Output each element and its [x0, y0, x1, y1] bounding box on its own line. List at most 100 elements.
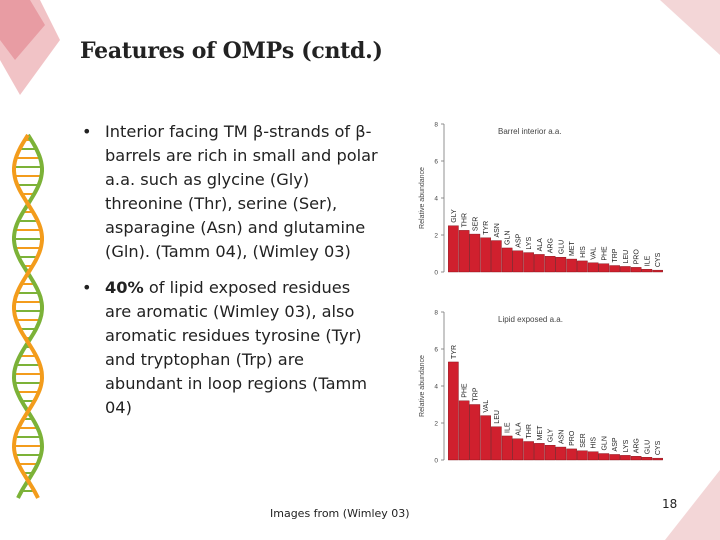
bar-arg	[630, 456, 642, 461]
page-number: 18	[662, 497, 678, 511]
bar-label-trp: TRP	[472, 387, 479, 401]
bar-label-met: MET	[569, 241, 576, 256]
bar-cys	[652, 457, 663, 461]
bar-label-arg: ARG	[548, 238, 555, 253]
bar-label-his: HIS	[580, 246, 587, 258]
bar-label-asn: ASN	[558, 430, 565, 444]
bar-lys	[523, 252, 534, 273]
bar-asn	[555, 446, 567, 461]
bar-label-lys: LYS	[526, 237, 533, 250]
bar-label-gln: GLN	[601, 436, 608, 450]
y-tick-label: 6	[434, 159, 438, 166]
y-tick-label: 8	[434, 122, 438, 129]
bar-leu	[491, 426, 502, 461]
bar-label-pro: PRO	[569, 430, 576, 446]
bullet-item-lipid: • 40% of lipid exposed residues are arom…	[78, 276, 378, 420]
bullet-highlight: 40%	[105, 278, 144, 297]
bar-phe	[598, 263, 610, 273]
bar-label-ser: SER	[580, 433, 587, 447]
chart-title: Barrel interior a.a.	[498, 127, 562, 136]
y-tick-label: 2	[434, 233, 438, 240]
bar-ser	[577, 450, 588, 461]
bar-label-phe: PHE	[462, 383, 469, 398]
bar-label-asp: ASP	[612, 437, 619, 451]
bar-his	[577, 260, 588, 273]
bar-label-leu: LEU	[623, 250, 630, 264]
bullet-marker: •	[82, 278, 92, 297]
bar-label-phe: PHE	[601, 246, 608, 261]
bar-gly	[448, 225, 459, 273]
bar-tyr	[480, 237, 491, 273]
bar-gly	[544, 444, 556, 461]
bar-ile	[641, 269, 653, 273]
y-tick-label: 2	[434, 421, 438, 428]
bar-label-pro: PRO	[634, 249, 641, 265]
y-tick-label: 8	[434, 310, 438, 317]
bar-label-gly: GLY	[548, 428, 555, 442]
y-tick-label: 4	[434, 384, 438, 391]
y-tick-label: 6	[434, 347, 438, 354]
bar-label-tyr: TYR	[451, 345, 458, 359]
bar-label-thr: THR	[462, 213, 469, 227]
bar-trp	[469, 404, 481, 461]
bar-asp	[512, 250, 524, 273]
bar-label-gln: GLN	[505, 231, 512, 245]
top-right-diamond	[660, 0, 720, 55]
bar-tyr	[448, 361, 459, 461]
bar-label-ala: ALA	[537, 238, 544, 252]
dna-strand	[11, 133, 45, 499]
bar-thr	[523, 441, 534, 461]
bar-gln	[598, 453, 610, 461]
bar-ile	[501, 435, 513, 461]
bar-asn	[491, 240, 502, 273]
bullet-text: of lipid exposed residues are aromatic (…	[105, 278, 368, 417]
bar-glu	[555, 256, 567, 273]
bar-label-leu: LEU	[494, 410, 501, 424]
bar-val	[480, 415, 491, 461]
bar-label-val: VAL	[483, 400, 490, 413]
bar-pro	[566, 448, 577, 461]
chart-title: Lipid exposed a.a.	[498, 315, 563, 324]
y-tick-label: 0	[434, 270, 438, 277]
bar-gln	[501, 247, 513, 273]
bar-label-ile: ILE	[644, 255, 651, 266]
bullet-marker: •	[82, 122, 92, 141]
y-tick-label: 0	[434, 458, 438, 465]
bar-label-glu: GLU	[558, 240, 565, 254]
bar-leu	[620, 266, 631, 273]
bar-label-asp: ASP	[515, 233, 522, 247]
bar-his	[587, 451, 599, 461]
bar-label-met: MET	[537, 425, 544, 441]
bar-label-val: VAL	[591, 247, 598, 260]
bar-label-tyr: TYR	[483, 221, 490, 235]
bar-met	[534, 443, 545, 461]
bullet-list: • Interior facing TM β-strands of β-barr…	[78, 120, 378, 420]
bar-label-arg: ARG	[634, 438, 641, 453]
bar-phe	[458, 400, 470, 461]
bar-arg	[544, 256, 556, 273]
bar-label-trp: TRP	[612, 248, 619, 262]
bar-ala	[534, 254, 545, 273]
bar-label-asn: ASN	[494, 223, 501, 237]
bar-met	[566, 258, 577, 273]
bar-label-thr: THR	[526, 424, 533, 438]
bullet-text: Interior facing TM β-strands of β-barrel…	[105, 122, 378, 261]
bar-label-lys: LYS	[623, 439, 630, 452]
bar-ala	[512, 438, 524, 461]
lipid-exposed-bar-chart: Lipid exposed a.a. Relative abundance 0 2 4 6…	[419, 310, 663, 465]
bottom-right-diamond	[665, 470, 720, 540]
bar-label-cys: CYS	[655, 252, 662, 267]
bar-cys	[652, 269, 663, 273]
bar-label-ile: ILE	[505, 422, 512, 433]
dna-helix-icon	[11, 133, 45, 499]
slide-title: Features of OMPs (cntd.)	[80, 38, 383, 64]
y-axis-label: Relative abundance	[419, 355, 426, 417]
barrel-interior-bar-chart: Barrel interior a.a. Relative abundance 0 2…	[419, 122, 663, 277]
y-axis-label: Relative abundance	[419, 167, 426, 229]
bullet-item-interior: • Interior facing TM β-strands of β-barr…	[78, 120, 378, 264]
bar-label-cys: CYS	[655, 440, 662, 455]
bar-asp	[609, 454, 620, 461]
bar-glu	[641, 457, 653, 461]
bar-label-ser: SER	[472, 217, 479, 231]
